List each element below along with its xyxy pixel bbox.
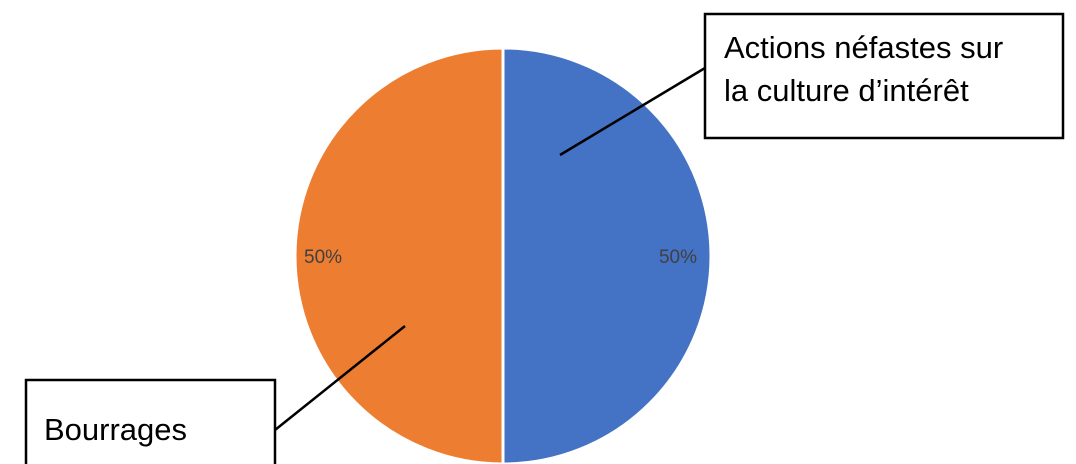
pie-slice-bourrages — [293, 46, 505, 464]
pie-slice-actions — [501, 46, 713, 464]
callout-leader-line-bourrages — [274, 325, 406, 431]
pie-slices — [293, 46, 713, 464]
callout-text-actions-line-2: la culture d’intérêt — [724, 73, 969, 108]
callout-text-actions-line-1: Actions néfastes sur — [724, 30, 1003, 65]
slice-percent-label-bourrages: 50% — [304, 247, 342, 268]
slice-percent-label-actions: 50% — [659, 247, 697, 268]
callout-box-actions — [703, 12, 1065, 140]
callout-actions: Actions néfastes sur la culture d’intérê… — [559, 12, 1065, 157]
percent-labels: 50% 50% — [304, 247, 697, 268]
callout-bourrages: Bourrages — [24, 325, 406, 464]
callout-text-bourrages: Bourrages — [44, 412, 187, 447]
callout-box-bourrages — [24, 378, 277, 464]
callout-leader-line-actions — [559, 66, 706, 157]
